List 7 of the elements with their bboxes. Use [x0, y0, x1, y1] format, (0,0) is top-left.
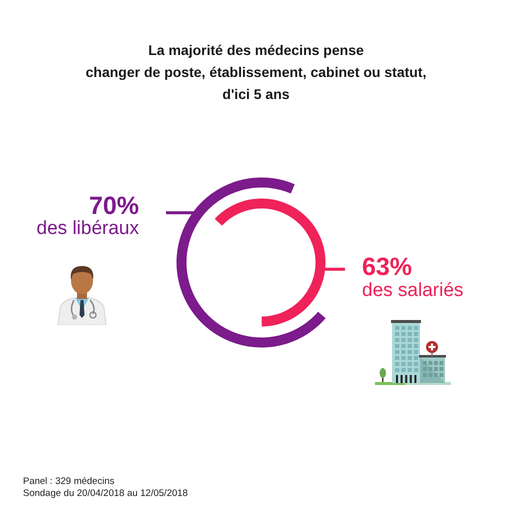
- text: Panel : 329 médecins: [23, 476, 116, 488]
- text: Sondage du 20/04/2018 au 12/05/2018: [23, 488, 188, 500]
- chart-title: La majorité des médecins pense changer de poste, établissement, cabinet ou statut, d'ici 5 ans: [84, 41, 428, 104]
- slice-label: des libéraux: [36, 218, 139, 239]
- data-label: 63%: [362, 253, 412, 281]
- slice-label: des salariés: [362, 280, 464, 301]
- data-label: 70%: [88, 192, 139, 220]
